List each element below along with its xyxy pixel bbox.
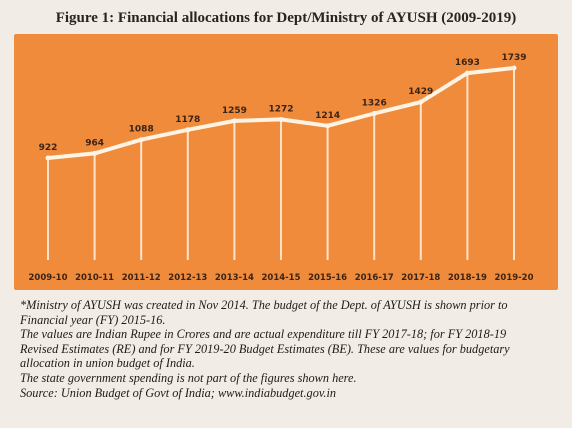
x-tick-label: 2009-10 xyxy=(28,273,67,283)
data-label: 1088 xyxy=(129,125,154,135)
line-chart: 922 964 1088 1178 1259 1272 1214 1326 1429 1693 17… xyxy=(28,53,533,283)
data-point xyxy=(278,116,284,122)
footnote-line: The values are Indian Rupee in Crores an… xyxy=(20,327,507,342)
data-label: 1272 xyxy=(268,104,293,114)
footnotes: *Ministry of AYUSH was created in Nov 20… xyxy=(20,298,560,400)
x-tick-label: 2019-20 xyxy=(494,273,533,283)
data-point xyxy=(45,155,51,161)
data-point xyxy=(325,123,331,129)
data-label: 1429 xyxy=(408,87,433,97)
x-tick-label: 2012-13 xyxy=(168,273,207,283)
data-label: 964 xyxy=(85,138,104,148)
footnote-line: The state government spending is not par… xyxy=(20,370,357,385)
data-label: 1214 xyxy=(315,111,340,121)
footnote-line: allocation in union budget of India. xyxy=(20,356,195,371)
footnote-line: *Ministry of AYUSH was created in Nov 20… xyxy=(20,298,508,312)
footnote-line: Financial year (FY) 2015-16. xyxy=(20,312,166,327)
data-point xyxy=(231,118,237,124)
x-tick-label: 2010-11 xyxy=(75,273,114,283)
data-point xyxy=(92,150,98,156)
data-label: 1326 xyxy=(362,98,387,108)
data-point xyxy=(418,99,424,105)
data-label: 1739 xyxy=(501,53,526,63)
x-tick-label: 2014-15 xyxy=(261,273,300,283)
chart-panel: 922 964 1088 1178 1259 1272 1214 1326 1429 1693 17… xyxy=(14,34,558,290)
data-point xyxy=(138,137,144,143)
data-label: 1178 xyxy=(175,115,200,125)
data-point xyxy=(185,127,191,133)
x-tick-label: 2017-18 xyxy=(401,273,440,283)
footnote-line: Revised Estimates (RE) and for FY 2019-2… xyxy=(20,341,510,356)
data-label: 1259 xyxy=(222,106,247,116)
data-point xyxy=(464,70,470,76)
data-label: 922 xyxy=(39,143,58,153)
footnote-line: Source: Union Budget of Govt of India; w… xyxy=(20,385,337,400)
x-tick-label: 2013-14 xyxy=(215,273,254,283)
x-tick-label: 2018-19 xyxy=(448,273,487,283)
figure-title: Figure 1: Financial allocations for Dept… xyxy=(55,10,517,26)
x-tick-label: 2015-16 xyxy=(308,273,347,283)
x-tick-label: 2011-12 xyxy=(122,273,161,283)
data-point xyxy=(371,110,377,116)
data-label: 1693 xyxy=(455,58,480,68)
x-tick-label: 2016-17 xyxy=(355,273,394,283)
data-point xyxy=(511,65,517,71)
